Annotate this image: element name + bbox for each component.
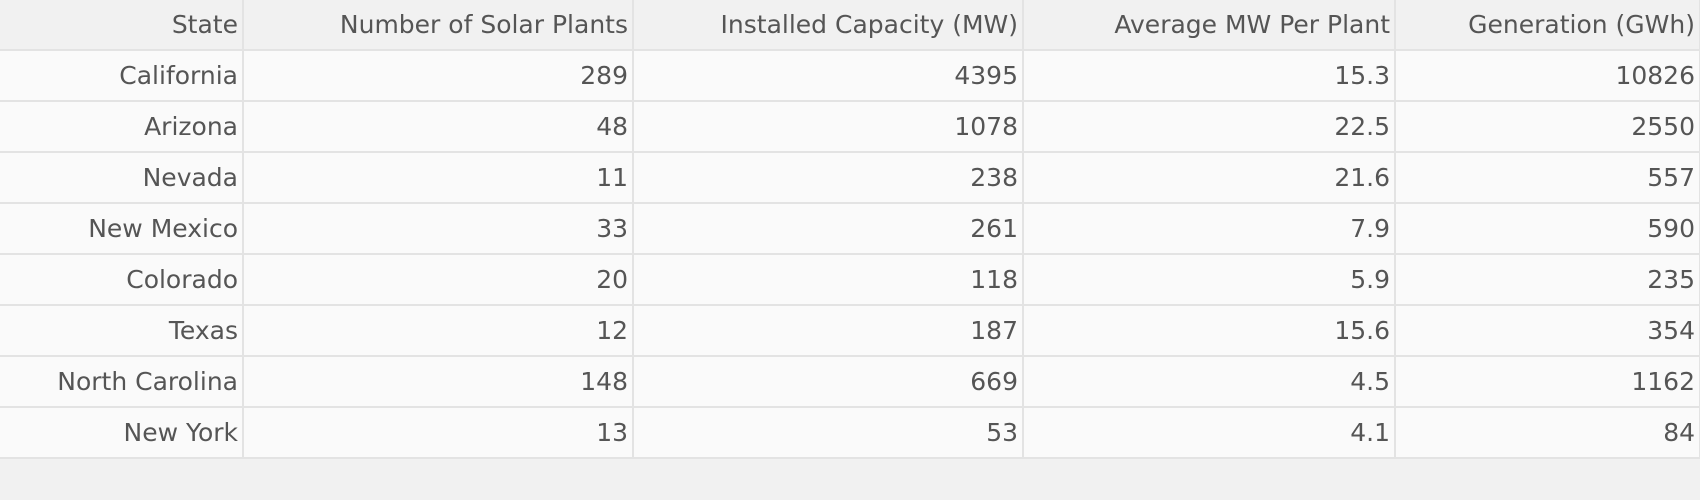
cell-generation: 1162	[1395, 356, 1700, 408]
cell-average-mw-per-plant: 15.6	[1023, 305, 1396, 357]
table-header: State Number of Solar Plants Installed C…	[0, 0, 1700, 51]
cell-average-mw-per-plant: 21.6	[1023, 152, 1396, 204]
cell-state: Nevada	[0, 152, 244, 204]
cell-state: North Carolina	[0, 356, 244, 408]
cell-generation: 354	[1395, 305, 1700, 357]
table-row: California 289 4395 15.3 10826	[0, 50, 1700, 102]
cell-generation: 84	[1395, 407, 1700, 459]
cell-state: New York	[0, 407, 244, 459]
cell-average-mw-per-plant: 7.9	[1023, 203, 1396, 255]
cell-number-of-solar-plants: 12	[243, 305, 634, 357]
cell-generation: 10826	[1395, 50, 1700, 102]
table-row: Arizona 48 1078 22.5 2550	[0, 101, 1700, 153]
column-header-state[interactable]: State	[0, 0, 244, 51]
solar-plants-table: State Number of Solar Plants Installed C…	[0, 0, 1700, 459]
table-row: Colorado 20 118 5.9 235	[0, 254, 1700, 306]
cell-number-of-solar-plants: 33	[243, 203, 634, 255]
table-row: Texas 12 187 15.6 354	[0, 305, 1700, 357]
cell-installed-capacity: 187	[633, 305, 1024, 357]
cell-installed-capacity: 118	[633, 254, 1024, 306]
table-row: New Mexico 33 261 7.9 590	[0, 203, 1700, 255]
column-header-installed-capacity[interactable]: Installed Capacity (MW)	[633, 0, 1024, 51]
cell-installed-capacity: 4395	[633, 50, 1024, 102]
column-header-average-mw-per-plant[interactable]: Average MW Per Plant	[1023, 0, 1396, 51]
cell-state: New Mexico	[0, 203, 244, 255]
cell-average-mw-per-plant: 4.1	[1023, 407, 1396, 459]
cell-generation: 235	[1395, 254, 1700, 306]
cell-state: California	[0, 50, 244, 102]
cell-state: Colorado	[0, 254, 244, 306]
cell-generation: 2550	[1395, 101, 1700, 153]
column-header-generation[interactable]: Generation (GWh)	[1395, 0, 1700, 51]
cell-number-of-solar-plants: 13	[243, 407, 634, 459]
cell-number-of-solar-plants: 48	[243, 101, 634, 153]
table-row: North Carolina 148 669 4.5 1162	[0, 356, 1700, 408]
cell-number-of-solar-plants: 289	[243, 50, 634, 102]
cell-average-mw-per-plant: 22.5	[1023, 101, 1396, 153]
cell-state: Texas	[0, 305, 244, 357]
cell-state: Arizona	[0, 101, 244, 153]
cell-average-mw-per-plant: 5.9	[1023, 254, 1396, 306]
cell-installed-capacity: 238	[633, 152, 1024, 204]
column-header-number-of-solar-plants[interactable]: Number of Solar Plants	[243, 0, 634, 51]
cell-number-of-solar-plants: 11	[243, 152, 634, 204]
table-body: California 289 4395 15.3 10826 Arizona 4…	[0, 50, 1700, 459]
cell-generation: 590	[1395, 203, 1700, 255]
data-table-container: State Number of Solar Plants Installed C…	[0, 0, 1700, 459]
cell-installed-capacity: 53	[633, 407, 1024, 459]
cell-installed-capacity: 1078	[633, 101, 1024, 153]
table-row: Nevada 11 238 21.6 557	[0, 152, 1700, 204]
cell-number-of-solar-plants: 148	[243, 356, 634, 408]
cell-installed-capacity: 261	[633, 203, 1024, 255]
header-row: State Number of Solar Plants Installed C…	[0, 0, 1700, 51]
table-row: New York 13 53 4.1 84	[0, 407, 1700, 459]
cell-generation: 557	[1395, 152, 1700, 204]
cell-installed-capacity: 669	[633, 356, 1024, 408]
cell-average-mw-per-plant: 15.3	[1023, 50, 1396, 102]
cell-average-mw-per-plant: 4.5	[1023, 356, 1396, 408]
cell-number-of-solar-plants: 20	[243, 254, 634, 306]
